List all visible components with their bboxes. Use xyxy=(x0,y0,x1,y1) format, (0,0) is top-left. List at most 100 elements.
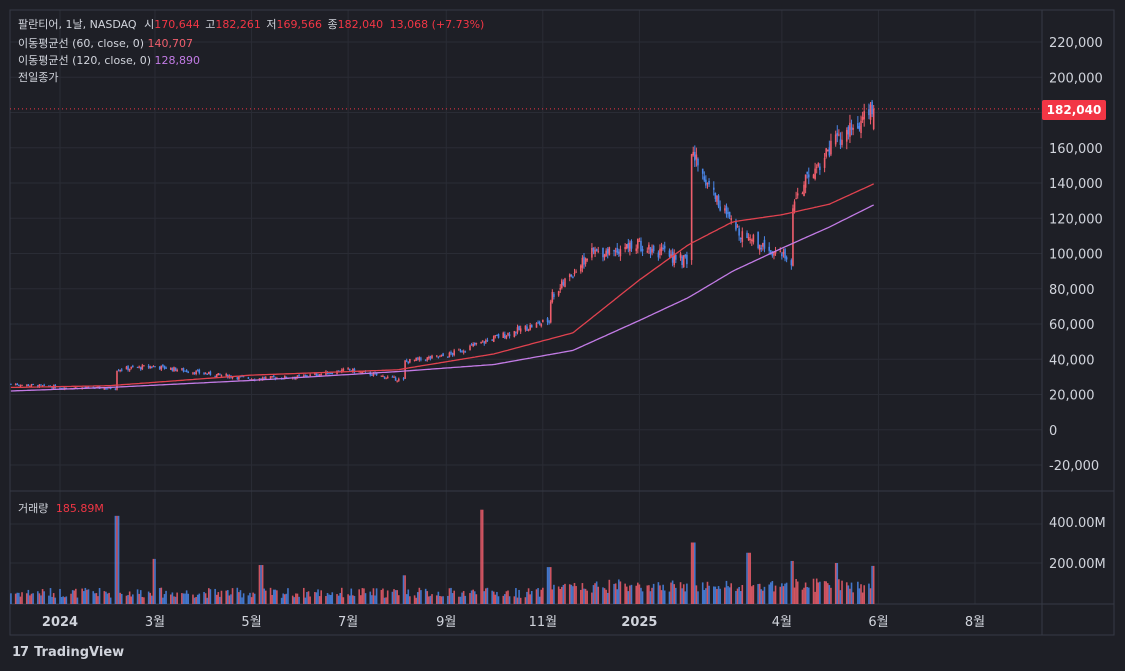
volume-bar xyxy=(838,579,840,604)
candle-body xyxy=(359,371,362,373)
volume-bar xyxy=(359,595,362,604)
legend-ma60-row[interactable]: 이동평균선 (60, close, 0) 140,707 xyxy=(18,36,193,51)
volume-bar xyxy=(32,593,34,604)
volume-bar xyxy=(54,597,57,604)
candlesticks xyxy=(10,99,875,391)
candle-body xyxy=(690,154,693,261)
close-label: 종 xyxy=(327,18,338,31)
volume-bar xyxy=(364,593,367,604)
candle-body xyxy=(605,250,607,256)
candle-body xyxy=(27,384,30,387)
candle-body xyxy=(660,247,663,252)
candle-body xyxy=(272,375,275,378)
volume-bar xyxy=(830,587,832,604)
candle-body xyxy=(182,367,185,372)
candle-body xyxy=(116,370,118,390)
time-axis[interactable]: 2024 3월 5월 7월 9월 11월 2025 4월 6월 8월 xyxy=(42,615,985,630)
price-tick-label: 20,000 xyxy=(1049,389,1095,404)
ma120-value: 128,890 xyxy=(154,54,201,67)
price-axis[interactable]: -20,000 0 20,000 40,000 60,000 80,000 100,000 1… xyxy=(1049,36,1103,474)
candle-body xyxy=(869,104,872,120)
volume-bar xyxy=(535,589,538,604)
candle-body xyxy=(614,250,617,252)
candle-body xyxy=(719,206,721,211)
candle-body xyxy=(380,375,383,377)
candle-body xyxy=(625,244,628,249)
volume-bar xyxy=(347,594,349,604)
candle-body xyxy=(437,356,440,358)
candle-body xyxy=(839,139,842,145)
volume-bar xyxy=(606,592,609,604)
candle-body xyxy=(87,386,90,388)
candle-body xyxy=(773,251,775,256)
candle-body xyxy=(192,372,194,374)
candle-body xyxy=(193,372,196,374)
volume-bar xyxy=(728,587,731,604)
volume-bar xyxy=(285,593,288,604)
candle-body xyxy=(481,340,484,342)
candle-body xyxy=(526,326,528,331)
volume-bar xyxy=(716,589,718,604)
volume-bar xyxy=(247,595,250,604)
candle-body xyxy=(796,193,799,196)
volume-bar xyxy=(469,593,471,604)
candle-body xyxy=(442,353,444,357)
candle-body xyxy=(138,366,140,368)
volume-bar xyxy=(287,588,289,604)
volume-bar xyxy=(174,596,177,604)
legend-ma120-row[interactable]: 이동평균선 (120, close, 0) 128,890 xyxy=(18,53,200,68)
volume-bar xyxy=(217,592,220,604)
candle-body xyxy=(583,256,585,265)
volume-axis[interactable]: 200.00M 400.00M xyxy=(1049,516,1106,572)
candle-body xyxy=(149,366,152,369)
volume-bar xyxy=(618,579,620,604)
volume-bar xyxy=(405,594,408,604)
candle-body xyxy=(184,370,186,372)
volume-bar xyxy=(597,586,600,604)
volume-bar xyxy=(318,596,321,604)
candle-body xyxy=(109,387,112,389)
symbol-title[interactable]: 팔란티어, 1날, NASDAQ xyxy=(18,18,137,31)
volume-bar xyxy=(608,579,611,604)
time-tick-label: 6월 xyxy=(868,615,888,630)
candle-body xyxy=(196,370,199,372)
volume-bar xyxy=(361,588,364,604)
volume-bar xyxy=(43,591,45,604)
candle-body xyxy=(814,168,816,180)
time-tick-label: 5월 xyxy=(241,615,261,630)
legend-volume-row[interactable]: 거래량 185.89M xyxy=(18,501,104,516)
volume-bar xyxy=(416,592,419,604)
candle-body xyxy=(572,276,574,278)
volume-bar xyxy=(431,594,433,604)
candle-body xyxy=(679,253,682,258)
candle-body xyxy=(757,231,759,249)
volume-bar xyxy=(529,594,531,604)
candle-body xyxy=(508,334,511,336)
candle-body xyxy=(542,319,544,323)
volume-bar xyxy=(336,594,338,604)
volume-bar xyxy=(41,589,44,604)
candle-body xyxy=(828,147,831,156)
volume-bar xyxy=(171,592,174,604)
candle-body xyxy=(176,369,178,372)
candle-body xyxy=(635,248,638,252)
tradingview-brand[interactable]: 17 TradingView xyxy=(12,645,124,660)
volume-bar xyxy=(208,588,210,604)
volume-bar xyxy=(328,594,330,604)
candle-body xyxy=(162,365,164,367)
legend-prev-close-row[interactable]: 전일종가 xyxy=(18,70,58,85)
candle-body xyxy=(619,249,622,257)
volume-bar xyxy=(309,596,311,604)
volume-bar xyxy=(491,590,493,604)
candle-body xyxy=(264,377,267,379)
time-tick-label: 2025 xyxy=(621,615,657,630)
candle-body xyxy=(464,351,467,353)
volume-bar xyxy=(458,596,460,604)
volume-bar xyxy=(752,585,755,604)
volume-bar xyxy=(725,580,728,604)
volume-bar xyxy=(738,586,740,604)
candle-body xyxy=(120,369,123,371)
volume-bar xyxy=(130,596,133,604)
volume-bar xyxy=(117,515,120,604)
